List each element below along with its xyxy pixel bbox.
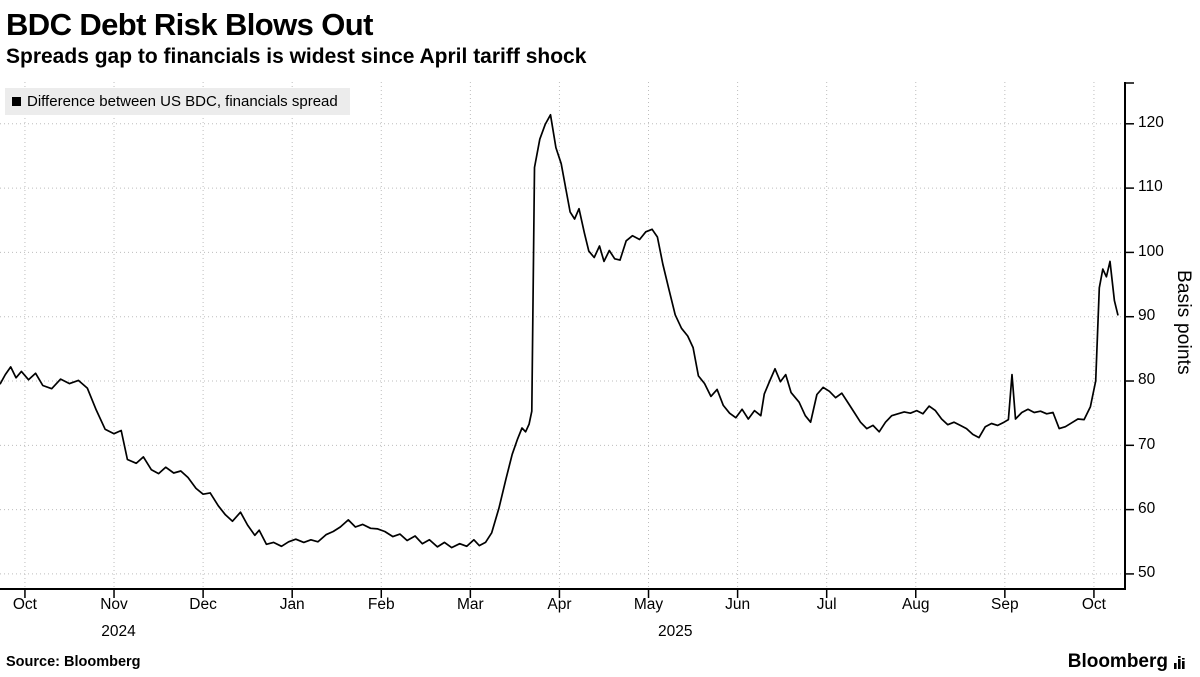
line-chart <box>0 82 1134 599</box>
x-tick-label: Feb <box>367 596 395 614</box>
y-tick-label: 80 <box>1138 371 1156 389</box>
legend-marker-icon <box>12 97 21 107</box>
x-tick-label: Jun <box>725 596 751 614</box>
x-tick-label: Mar <box>456 596 484 614</box>
y-tick-label: 90 <box>1138 307 1156 325</box>
x-tick-label: May <box>633 596 664 614</box>
x-tick-label: Nov <box>100 596 128 614</box>
source-text: Source: Bloomberg <box>6 654 141 671</box>
x-tick-label: Jul <box>816 596 837 614</box>
x-tick-label: Oct <box>12 596 37 614</box>
y-tick-label: 60 <box>1138 499 1156 517</box>
x-tick-label: Dec <box>189 596 217 614</box>
y-tick-label: 120 <box>1138 114 1164 132</box>
year-label: 2025 <box>657 623 693 641</box>
chart-region: Difference between US BDC, financials sp… <box>0 82 1200 647</box>
footer: Source: Bloomberg Bloomberg <box>0 647 1200 677</box>
chart-header: BDC Debt Risk Blows Out Spreads gap to f… <box>0 0 1200 70</box>
year-label: 2024 <box>101 623 136 641</box>
x-tick-label: Apr <box>547 596 572 614</box>
y-axis-title: Basis points <box>1173 270 1194 376</box>
legend-label: Difference between US BDC, financials sp… <box>27 93 338 111</box>
bloomberg-logo: Bloomberg <box>1068 651 1188 673</box>
chart-title: BDC Debt Risk Blows Out <box>6 7 373 42</box>
x-tick-label: Sep <box>991 596 1019 614</box>
x-tick-label: Aug <box>901 596 930 614</box>
chart-subtitle: Spreads gap to financials is widest sinc… <box>6 45 587 69</box>
y-tick-label: 70 <box>1138 435 1156 453</box>
y-tick-label: 110 <box>1138 178 1163 196</box>
series-line <box>0 114 1119 549</box>
bloomberg-wordmark: Bloomberg <box>1067 651 1168 673</box>
bloomberg-bars-icon <box>1174 655 1185 669</box>
legend: Difference between US BDC, financials sp… <box>5 88 350 116</box>
y-tick-label: 50 <box>1138 564 1156 582</box>
y-tick-label: 100 <box>1138 242 1164 260</box>
x-tick-label: Oct <box>1081 596 1106 614</box>
x-tick-label: Jan <box>279 596 305 614</box>
